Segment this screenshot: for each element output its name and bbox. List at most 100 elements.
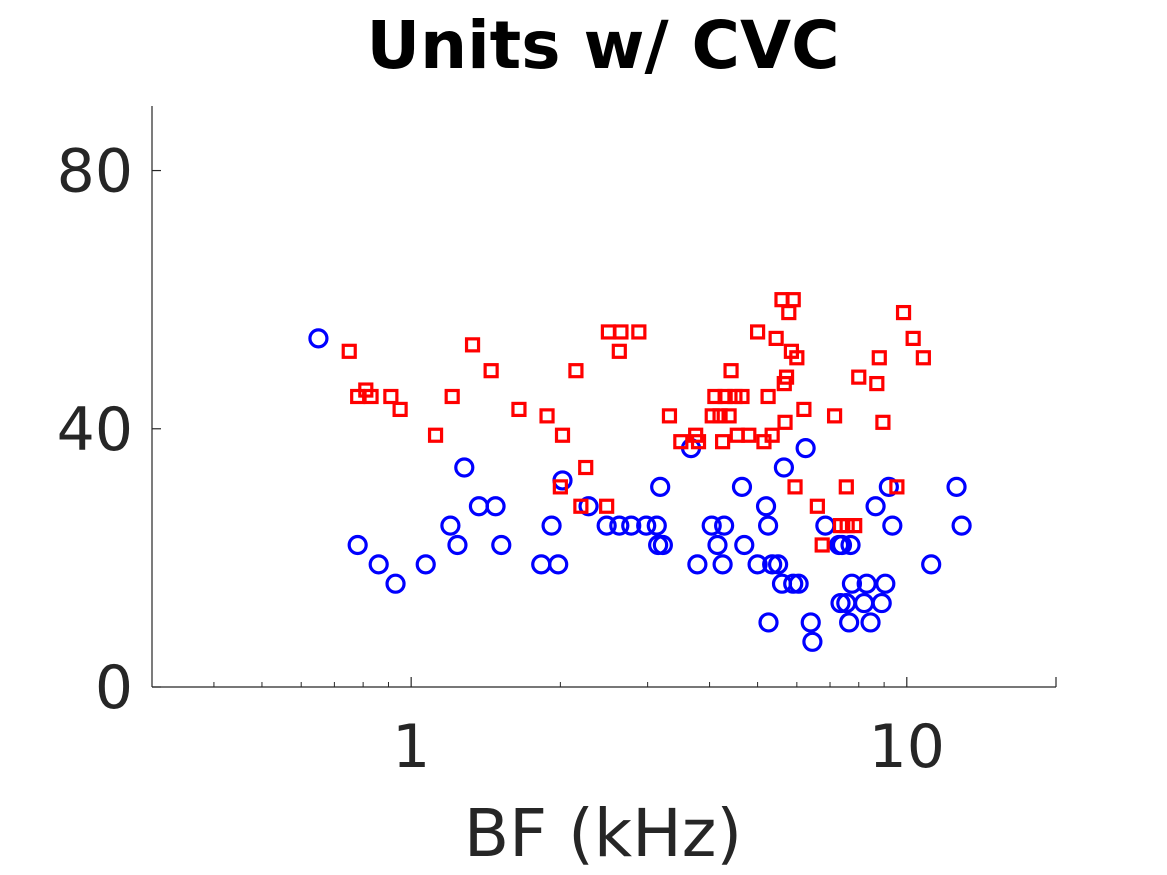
data-point-circle xyxy=(707,534,728,556)
data-point-square xyxy=(814,537,830,553)
data-point-circle xyxy=(840,534,861,556)
data-point-circle xyxy=(712,554,733,575)
data-point-square xyxy=(869,375,885,392)
series-blue-circles xyxy=(308,328,972,652)
data-point-square xyxy=(778,369,795,385)
data-point-square xyxy=(690,434,707,450)
axis-ticks: 0 40 80 1 10 xyxy=(57,137,1057,782)
y-tick-label: 80 xyxy=(57,137,133,207)
data-point-circle xyxy=(714,515,735,536)
data-point-square xyxy=(721,408,737,424)
data-point-circle xyxy=(853,592,875,614)
data-point-circle xyxy=(830,592,851,614)
data-point-square xyxy=(809,498,825,514)
data-point-square xyxy=(796,401,812,418)
data-point-circle xyxy=(860,612,881,633)
data-point-square xyxy=(838,479,854,495)
data-point-circle xyxy=(368,554,389,575)
data-point-square xyxy=(483,363,499,379)
data-point-square xyxy=(777,414,793,430)
data-point-circle xyxy=(636,515,657,536)
data-point-square xyxy=(661,408,678,424)
data-point-circle xyxy=(541,515,562,536)
axes xyxy=(151,106,1056,688)
data-point-square xyxy=(760,388,776,405)
data-point-square xyxy=(905,330,921,346)
data-point-square xyxy=(673,434,689,450)
data-point-circle xyxy=(865,496,886,517)
data-point-square xyxy=(875,414,891,430)
data-point-square xyxy=(715,434,731,450)
data-point-circle xyxy=(385,573,406,594)
data-point-circle xyxy=(795,438,816,459)
data-point-circle xyxy=(815,515,836,536)
data-point-circle xyxy=(768,554,789,575)
data-point-circle xyxy=(646,515,667,536)
data-point-square xyxy=(464,337,481,353)
data-point-square xyxy=(383,388,399,405)
series-red-squares xyxy=(341,292,931,553)
data-point-circle xyxy=(468,496,490,517)
data-point-square xyxy=(723,363,739,379)
data-point-square xyxy=(552,479,568,495)
data-point-circle xyxy=(802,631,823,652)
data-points xyxy=(308,292,972,652)
data-point-square xyxy=(915,350,931,366)
data-point-circle xyxy=(650,476,671,497)
data-point-circle xyxy=(454,457,475,478)
data-point-circle xyxy=(308,328,329,349)
data-point-square xyxy=(889,479,905,495)
data-point-circle xyxy=(882,515,903,536)
data-point-square xyxy=(704,408,720,424)
data-point-square xyxy=(573,498,589,514)
data-point-square xyxy=(749,324,766,340)
data-point-circle xyxy=(788,573,809,594)
x-tick-label: 1 xyxy=(392,712,430,782)
data-point-circle xyxy=(747,554,768,575)
data-point-square xyxy=(785,292,801,308)
data-point-square xyxy=(427,427,444,443)
data-point-circle xyxy=(491,534,512,556)
data-point-square xyxy=(741,427,757,443)
data-point-square xyxy=(781,304,797,321)
data-point-circle xyxy=(609,515,630,536)
data-point-square xyxy=(392,401,408,418)
data-point-circle xyxy=(800,612,821,633)
data-point-circle xyxy=(734,534,755,556)
data-point-square xyxy=(712,408,728,424)
data-point-square xyxy=(611,343,627,359)
data-point-square xyxy=(511,401,527,418)
data-point-circle xyxy=(921,554,942,575)
data-point-square xyxy=(851,369,867,385)
y-tick-label: 0 xyxy=(95,653,133,723)
data-point-square xyxy=(787,479,803,495)
data-point-circle xyxy=(871,592,892,614)
data-point-circle xyxy=(652,534,673,556)
data-point-square xyxy=(599,498,615,514)
data-point-square xyxy=(341,343,357,359)
data-point-square xyxy=(895,304,912,321)
data-point-circle xyxy=(701,515,722,536)
data-point-circle xyxy=(875,573,896,594)
data-point-square xyxy=(707,388,723,405)
data-point-circle xyxy=(531,554,552,575)
data-point-circle xyxy=(621,515,642,536)
chart-title: Units w/ CVC xyxy=(366,7,839,84)
data-point-circle xyxy=(731,476,753,497)
data-point-square xyxy=(768,330,784,346)
data-point-circle xyxy=(831,534,853,556)
data-point-circle xyxy=(757,515,779,536)
data-point-circle xyxy=(762,554,783,575)
x-axis-label: BF (kHz) xyxy=(464,795,742,872)
data-point-square xyxy=(631,324,647,340)
data-point-square xyxy=(554,427,571,443)
data-point-circle xyxy=(773,457,795,478)
data-point-square xyxy=(734,388,750,405)
data-point-square xyxy=(539,408,555,424)
data-point-circle xyxy=(687,554,708,575)
data-point-square xyxy=(568,363,584,379)
data-point-circle xyxy=(839,612,860,633)
data-point-square xyxy=(363,388,379,405)
data-point-circle xyxy=(856,573,877,594)
